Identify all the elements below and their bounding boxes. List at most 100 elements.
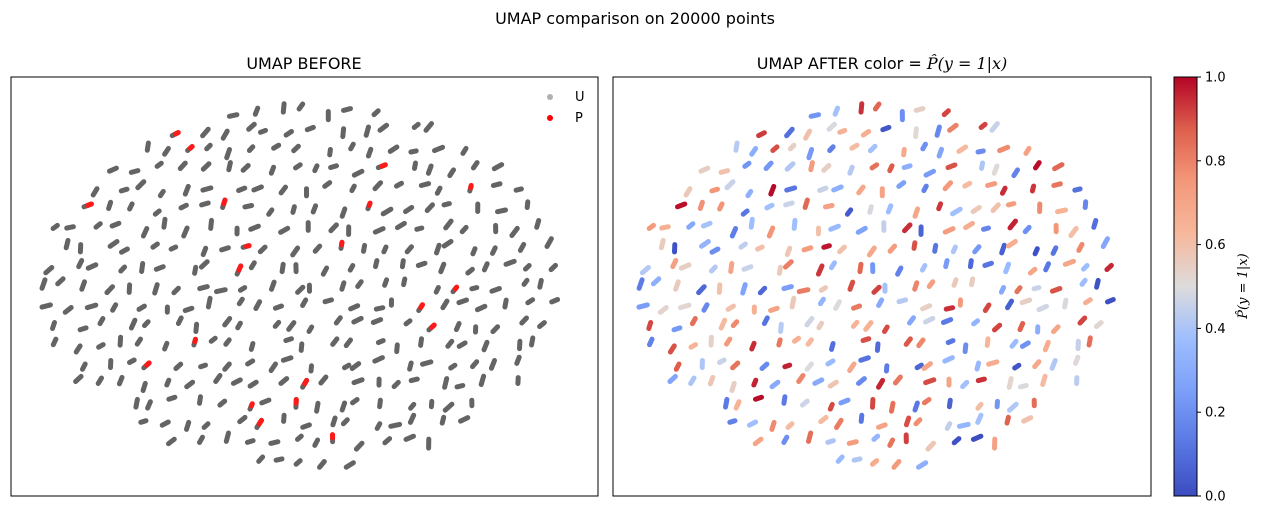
before-cluster-u — [50, 222, 60, 231]
before-cluster-u — [224, 147, 232, 161]
after-cluster — [1009, 338, 1019, 349]
after-cluster — [847, 361, 857, 373]
before-cluster-u — [295, 433, 304, 442]
before-cluster-p — [236, 263, 244, 273]
before-cluster-u — [166, 436, 177, 447]
before-cluster-u — [300, 297, 309, 308]
before-cluster-p — [256, 417, 264, 427]
before-cluster-u — [246, 144, 256, 153]
colorbar-gradient — [1173, 76, 1198, 497]
colorbar-tick-label: 0.2 — [1205, 406, 1226, 421]
before-cluster-u — [119, 246, 130, 255]
before-cluster-u — [351, 315, 364, 325]
after-cluster — [670, 258, 679, 270]
before-cluster-u — [465, 266, 475, 276]
before-cluster-u — [128, 317, 138, 331]
after-cluster — [817, 296, 826, 307]
after-cluster — [921, 397, 932, 406]
before-cluster-u — [266, 207, 275, 217]
after-cluster — [763, 160, 774, 171]
before-cluster-u — [407, 412, 417, 425]
before-cluster-p — [85, 201, 94, 208]
after-cluster — [728, 261, 735, 274]
after-cluster — [960, 379, 970, 390]
after-cluster — [978, 121, 988, 130]
before-cluster-u — [150, 241, 160, 250]
before-cluster-u — [246, 121, 257, 132]
before-cluster-u — [470, 160, 480, 171]
after-cluster — [689, 316, 698, 327]
after-cluster — [1031, 285, 1042, 292]
before-cluster-u — [268, 164, 277, 176]
before-cluster-p — [366, 200, 373, 209]
after-cluster — [827, 379, 839, 389]
after-cluster — [837, 244, 847, 255]
colorbar-tick-label: 0.4 — [1205, 322, 1226, 337]
after-cluster — [784, 245, 793, 258]
before-cluster-u — [166, 394, 178, 402]
before-cluster-u — [341, 106, 353, 113]
before-cluster-u — [62, 305, 74, 315]
before-cluster-u — [489, 286, 502, 294]
after-cluster — [1068, 225, 1079, 238]
before-cluster-u — [481, 261, 490, 273]
after-cluster — [1043, 261, 1051, 273]
before-cluster-u — [320, 265, 330, 277]
after-cluster — [847, 164, 855, 176]
after-cluster — [757, 285, 768, 296]
after-cluster — [785, 421, 795, 430]
before-cluster-u — [145, 399, 153, 411]
before-cluster-u — [291, 143, 301, 154]
after-cluster — [1049, 358, 1058, 371]
before-cluster-u — [490, 181, 503, 188]
after-cluster — [700, 220, 713, 229]
after-cluster — [833, 299, 842, 311]
before-cluster-u — [240, 163, 251, 173]
legend-marker-u — [547, 94, 553, 100]
after-cluster — [860, 336, 872, 343]
before-cluster-u — [128, 168, 141, 175]
after-cluster — [887, 243, 898, 254]
after-cluster — [896, 297, 909, 305]
before-cluster-u — [474, 303, 488, 313]
after-cluster — [759, 361, 770, 371]
before-cluster-u — [117, 334, 124, 348]
before-cluster-u — [424, 202, 435, 213]
after-cluster — [846, 439, 859, 446]
before-cluster-u — [433, 285, 441, 295]
after-cluster — [783, 200, 795, 208]
after-cluster — [857, 261, 864, 275]
before-cluster-u — [381, 244, 389, 255]
before-cluster-p — [302, 377, 310, 387]
before-cluster-u — [278, 184, 288, 196]
after-cluster — [671, 325, 683, 333]
after-cluster — [999, 185, 1008, 196]
before-cluster-u — [134, 336, 143, 347]
before-cluster-u — [55, 276, 66, 287]
panel-after: UMAP AFTER color = P̂(y = 1|x) — [612, 54, 1152, 497]
after-cluster — [946, 397, 953, 410]
before-cluster-u — [445, 338, 455, 349]
before-cluster-u — [109, 220, 122, 229]
before-cluster-u — [517, 241, 527, 253]
after-cluster — [945, 162, 958, 171]
legend-marker-p — [547, 115, 553, 121]
after-cluster — [808, 160, 815, 173]
after-cluster — [860, 129, 872, 138]
after-cluster — [1019, 297, 1033, 306]
after-cluster — [1050, 245, 1059, 256]
before-cluster-u — [152, 208, 162, 217]
before-cluster-u — [322, 297, 334, 305]
after-cluster — [851, 303, 863, 311]
before-cluster-u — [521, 277, 530, 287]
after-cluster — [673, 361, 682, 372]
after-cluster — [984, 336, 991, 348]
before-cluster-u — [237, 414, 248, 425]
before-cluster-p — [221, 197, 228, 207]
colorbar-tick-label: 0.0 — [1205, 490, 1226, 505]
before-cluster-u — [441, 238, 454, 249]
before-cluster-u — [77, 325, 89, 333]
before-cluster-u — [107, 165, 119, 174]
before-points — [39, 101, 561, 470]
after-cluster — [821, 243, 832, 250]
